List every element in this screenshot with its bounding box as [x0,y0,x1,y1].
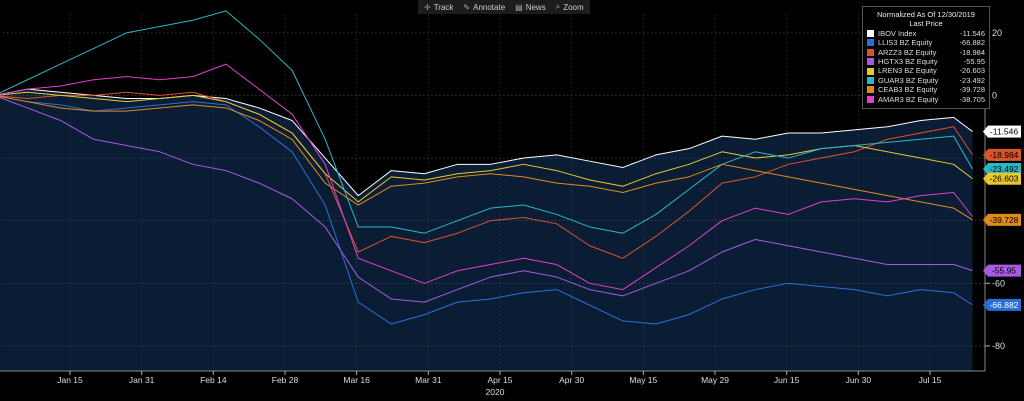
legend-rows: IBOV Index -11.546 LLIS3 BZ Equity -66.882 A… [867,29,985,104]
legend-subtitle: Last Price [909,19,943,29]
legend-series-name: CEAB3 BZ Equity [878,85,938,95]
x-tick-label: Mar 16 [343,375,370,385]
annotate-button[interactable]: ✎ Annotate [463,3,505,12]
value-tag-label: -55.95 [992,266,1016,276]
x-tick-label: Feb 28 [272,375,299,385]
chart-legend: Normalized As Of 12/30/2019 Last Price I… [862,6,990,110]
x-tick-label: May 15 [629,375,657,385]
crosshair-icon: ✛ [424,2,431,12]
legend-series-value: -55.95 [963,57,985,67]
value-tag-pointer [983,125,988,138]
news-label: News [525,2,546,12]
legend-series-value: -66.882 [959,38,985,48]
legend-row: LREN3 BZ Equity -26.603 [867,66,985,75]
value-tag-label: -26.603 [990,174,1019,184]
value-tag-box [988,125,1021,138]
legend-row: CEAB3 BZ Equity -39.728 [867,85,985,94]
legend-row: LLIS3 BZ Equity -66.882 [867,38,985,47]
x-tick-label: Jan 15 [57,375,83,385]
value-tag-pointer [983,298,988,311]
legend-series-name: AMAR3 BZ Equity [878,94,939,104]
legend-series-value: -39.728 [959,85,985,95]
legend-series-value: -23.492 [959,75,985,85]
value-tag-box [988,172,1021,185]
pencil-icon: ✎ [463,2,471,12]
y-tick-label: -80 [992,341,1005,351]
legend-swatch [867,39,874,47]
y-tick-label: 0 [992,90,997,100]
legend-series-name: ARZZ3 BZ Equity [878,47,937,57]
value-tag-label: -39.728 [990,215,1019,225]
series-line [0,95,973,221]
value-tag-label: -18.984 [990,150,1019,160]
value-tag-pointer [983,148,988,161]
value-tag-box [988,298,1021,311]
legend-row: GUAR3 BZ Equity -23.492 [867,76,985,85]
y-tick-label: -60 [992,278,1005,288]
legend-series-value: -11.546 [960,28,985,38]
x-tick-label: Mar 31 [415,375,442,385]
x-tick-label: Apr 15 [487,375,512,385]
x-tick-label: Jun 30 [846,375,872,385]
x-tick-label: Jun 15 [774,375,800,385]
legend-series-name: LLIS3 BZ Equity [878,38,933,48]
index-area-fill [0,89,973,371]
x-tick-label: May 29 [701,375,729,385]
value-tag-pointer [983,213,988,226]
series-line [0,63,973,291]
legend-swatch [867,48,874,56]
series-line [0,91,973,259]
legend-series-name: IBOV Index [878,28,917,38]
value-tag-label: -66.882 [990,300,1019,310]
news-button[interactable]: ▤ News [515,3,546,12]
annotate-label: Annotate [473,2,506,12]
series-line [0,10,973,234]
legend-swatch [867,30,874,38]
value-tag-label: -11.546 [990,127,1018,137]
zoom-label: Zoom [563,2,584,12]
legend-swatch [867,58,874,66]
magnifier-icon: ⌕ [555,2,561,11]
chart-toolbar: ✛ Track ✎ Annotate ▤ News ⌕ Zoom [418,0,590,14]
value-tag-pointer [983,162,988,175]
x-tick-label: Jul 15 [919,375,942,385]
value-tag-box [988,162,1021,175]
legend-row: AMAR3 BZ Equity -38.705 [867,95,985,104]
zoom-button[interactable]: ⌕ Zoom [556,2,584,12]
legend-swatch [867,77,874,85]
series-line [0,95,973,325]
value-tag-box [988,213,1021,226]
value-tag-box [988,148,1021,161]
legend-series-value: -26.603 [959,66,985,76]
legend-series-name: HGTX3 BZ Equity [878,57,938,67]
value-tag-pointer [983,172,988,185]
legend-swatch [867,95,874,103]
legend-series-name: LREN3 BZ Equity [878,66,937,76]
x-tick-label: Apr 30 [559,375,584,385]
track-button[interactable]: ✛ Track [424,3,453,12]
legend-series-value: -38.705 [959,94,985,104]
legend-row: IBOV Index -11.546 [867,29,985,38]
legend-series-value: -18.984 [959,47,985,57]
value-tag-box [988,264,1021,277]
x-tick-label: Jan 31 [129,375,155,385]
y-tick-label: 20 [992,28,1002,38]
value-tag-pointer [983,264,988,277]
legend-swatch [867,67,874,75]
legend-title: Normalized As Of 12/30/2019 [877,10,975,19]
legend-row: HGTX3 BZ Equity -55.95 [867,57,985,66]
value-tag-label: -23.492 [990,164,1019,174]
legend-row: ARZZ3 BZ Equity -18.984 [867,48,985,57]
news-icon: ▤ [515,2,523,12]
x-tick-label: Feb 14 [200,375,227,385]
legend-swatch [867,86,874,94]
series-line [0,97,973,303]
x-year-label: 2020 [486,387,505,397]
track-label: Track [433,2,454,12]
legend-series-name: GUAR3 BZ Equity [878,75,939,85]
